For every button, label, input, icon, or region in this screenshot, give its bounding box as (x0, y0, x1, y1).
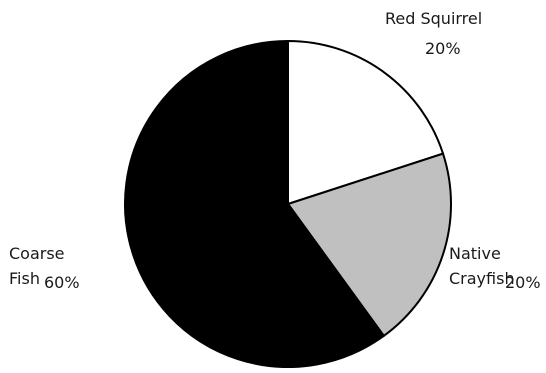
label-coarse-line2: Fish (9, 269, 40, 288)
label-native-line1: Native (449, 244, 501, 263)
label-coarse-line1: Coarse (9, 244, 65, 263)
pct-coarse-fish: 60% (44, 273, 80, 292)
slice-native-crayfish (286, 152, 452, 338)
pct-native-crayfish: 20% (505, 273, 541, 292)
slice-red-squirrel (287, 39, 445, 206)
pct-red-squirrel: 20% (425, 39, 461, 58)
label-red-squirrel: Red Squirrel (385, 9, 483, 28)
slice-coarse-fish (124, 39, 386, 368)
label-native-line2: Crayfish (449, 269, 515, 288)
